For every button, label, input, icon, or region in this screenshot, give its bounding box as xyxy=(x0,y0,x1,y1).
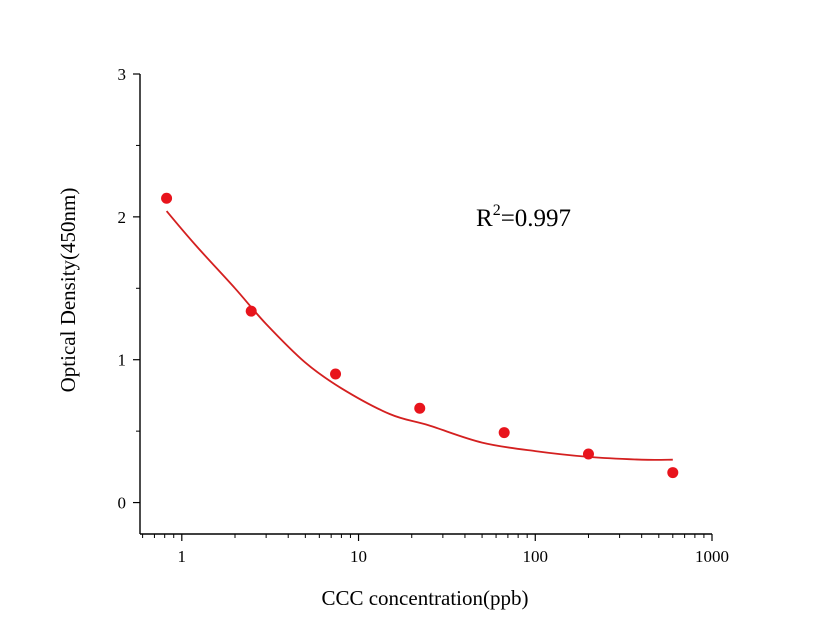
r-squared-annotation: R2=0.997 xyxy=(476,202,571,232)
x-tick-label: 1 xyxy=(178,547,187,566)
axes xyxy=(139,74,712,535)
x-tick-label: 100 xyxy=(523,547,549,566)
x-tick-label: 10 xyxy=(350,547,367,566)
y-tick-label: 0 xyxy=(118,494,127,513)
data-point xyxy=(498,427,510,439)
x-tick-label: 1000 xyxy=(695,547,729,566)
x-axis-ticks: 1 10 100 1000 xyxy=(142,534,729,566)
data-point xyxy=(330,368,342,380)
y-tick-label: 2 xyxy=(118,208,127,227)
data-point xyxy=(414,402,426,414)
data-points-layer xyxy=(161,192,679,479)
r-squared-superscript: 2 xyxy=(493,202,501,219)
data-point xyxy=(245,305,257,317)
r-squared-value: =0.997 xyxy=(501,205,571,232)
y-axis-title: Optical Density(450nm) xyxy=(56,188,80,393)
data-point xyxy=(582,448,594,460)
fit-curve xyxy=(165,210,673,461)
y-tick-label: 1 xyxy=(118,351,127,370)
y-axis-ticks: 0 1 2 3 xyxy=(118,65,140,513)
x-axis-title: CCC concentration(ppb) xyxy=(321,586,528,610)
y-tick-label: 3 xyxy=(118,65,127,84)
r-squared-base: R xyxy=(476,205,493,232)
data-point xyxy=(161,192,173,204)
fit-curve-layer xyxy=(165,210,673,461)
data-point xyxy=(667,467,679,479)
